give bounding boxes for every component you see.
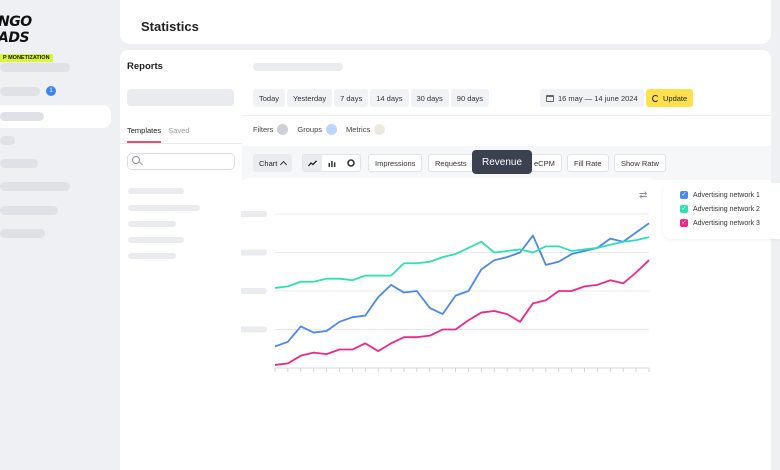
series-line-network-3[interactable] bbox=[274, 259, 650, 366]
nav-item-placeholder[interactable] bbox=[0, 63, 70, 72]
line-chart bbox=[231, 211, 650, 372]
search-input[interactable] bbox=[127, 153, 235, 170]
metrics-toggle[interactable] bbox=[374, 124, 386, 135]
nav-item-placeholder[interactable] bbox=[0, 136, 15, 145]
nav-item-placeholder bbox=[0, 112, 44, 121]
period-14-days[interactable]: 14 days bbox=[370, 89, 409, 107]
groups-toggle[interactable] bbox=[326, 124, 338, 135]
checkbox-icon[interactable]: ✓ bbox=[680, 205, 688, 213]
logo-title: NGO ADS bbox=[0, 14, 32, 46]
filters-label: Filters bbox=[253, 125, 274, 134]
y-tick-label-placeholder bbox=[231, 288, 267, 294]
nav-item-active[interactable] bbox=[0, 105, 111, 128]
date-range-label: 16 may — 14 june 2024 bbox=[558, 93, 638, 103]
nav-item-placeholder[interactable] bbox=[0, 182, 70, 191]
period-today[interactable]: Today bbox=[253, 89, 286, 107]
chart-legend: ✓ Advertising network 1 ✓ Advertising ne… bbox=[663, 183, 780, 239]
metric-requests[interactable]: Requests bbox=[428, 154, 474, 172]
logo-tagline: P MONETIZATION bbox=[0, 54, 53, 62]
series-line-network-1[interactable] bbox=[274, 222, 650, 348]
y-tick-label-placeholder bbox=[231, 326, 267, 333]
update-label: Update bbox=[663, 93, 688, 103]
report-title-placeholder bbox=[253, 63, 343, 71]
chart-collapse-toggle[interactable]: Chart bbox=[253, 154, 293, 172]
reports-title: Reports bbox=[127, 61, 163, 72]
chart-card bbox=[231, 178, 657, 383]
metric-ecpm[interactable]: eCPM bbox=[527, 154, 562, 172]
nav-item-placeholder[interactable] bbox=[0, 229, 45, 238]
report-name-placeholder bbox=[127, 89, 234, 106]
bar-chart-icon[interactable] bbox=[322, 155, 341, 171]
series-line-network-2[interactable] bbox=[274, 236, 650, 289]
chart-view-switcher bbox=[302, 154, 361, 172]
nav-item-placeholder[interactable] bbox=[0, 159, 38, 168]
search-icon bbox=[132, 156, 140, 164]
legend-label: Advertising network 2 bbox=[693, 205, 760, 213]
line-chart-icon[interactable] bbox=[303, 155, 322, 171]
y-tick-label-placeholder bbox=[231, 249, 267, 256]
filters-row: Filters Groups Metrics bbox=[253, 124, 390, 135]
filters-toggle[interactable] bbox=[277, 124, 289, 135]
metric-show-rate[interactable]: Show Ratw bbox=[614, 154, 666, 172]
period-selector: Today Yesterday 7 days 14 days 30 days 9… bbox=[253, 89, 490, 107]
pie-chart-icon[interactable] bbox=[341, 155, 360, 171]
date-range-picker[interactable]: 16 may — 14 june 2024 bbox=[540, 89, 644, 107]
period-30-days[interactable]: 30 days bbox=[410, 89, 449, 107]
metric-fill-rate[interactable]: Fill Rate bbox=[567, 154, 609, 172]
chart-toggle-label: Chart bbox=[259, 158, 278, 168]
period-yesterday[interactable]: Yesterday bbox=[287, 89, 333, 107]
page-title: Statistics bbox=[141, 19, 199, 34]
divider bbox=[242, 115, 771, 116]
metric-impressions[interactable]: Impressions bbox=[368, 154, 423, 172]
page-header: Statistics bbox=[120, 0, 771, 44]
reports-tabs: Templates Saved bbox=[127, 126, 195, 143]
legend-label: Advertising network 1 bbox=[693, 191, 760, 199]
reports-panel: Reports Templates Saved bbox=[120, 50, 242, 470]
brand-logo[interactable]: NGO ADS P MONETIZATION bbox=[0, 14, 60, 64]
legend-item-network-1[interactable]: ✓ Advertising network 1 bbox=[680, 191, 760, 199]
legend-item-network-3[interactable]: ✓ Advertising network 3 bbox=[680, 219, 760, 227]
legend-label: Advertising network 3 bbox=[693, 219, 760, 227]
template-item-placeholder[interactable] bbox=[128, 221, 176, 227]
y-tick-label-placeholder bbox=[231, 211, 267, 217]
period-90-days[interactable]: 90 days bbox=[450, 89, 490, 107]
nav-item-placeholder[interactable] bbox=[0, 87, 40, 96]
groups-label: Groups bbox=[297, 125, 323, 134]
template-item-placeholder[interactable] bbox=[128, 253, 176, 259]
metrics-label: Metrics bbox=[346, 125, 371, 134]
checkbox-icon[interactable]: ✓ bbox=[680, 191, 688, 199]
chevron-up-icon bbox=[280, 160, 288, 169]
nav-item-placeholder[interactable] bbox=[0, 206, 58, 215]
legend-item-network-2[interactable]: ✓ Advertising network 2 bbox=[680, 205, 760, 213]
template-item-placeholder[interactable] bbox=[128, 188, 184, 194]
template-item-placeholder[interactable] bbox=[128, 237, 184, 243]
refresh-icon bbox=[652, 94, 659, 102]
notification-badge: 1 bbox=[46, 86, 56, 96]
period-7-days[interactable]: 7 days bbox=[334, 89, 369, 107]
tabs-divider bbox=[120, 143, 242, 144]
tab-saved[interactable]: Saved bbox=[168, 126, 190, 135]
checkbox-icon[interactable]: ✓ bbox=[680, 219, 688, 227]
revenue-tooltip: Revenue bbox=[472, 150, 532, 174]
template-item-placeholder[interactable] bbox=[128, 205, 200, 211]
tab-templates[interactable]: Templates bbox=[127, 126, 162, 143]
swap-icon[interactable]: ⇄ bbox=[639, 190, 648, 201]
update-button[interactable]: Update bbox=[646, 89, 694, 107]
calendar-icon bbox=[546, 94, 554, 102]
